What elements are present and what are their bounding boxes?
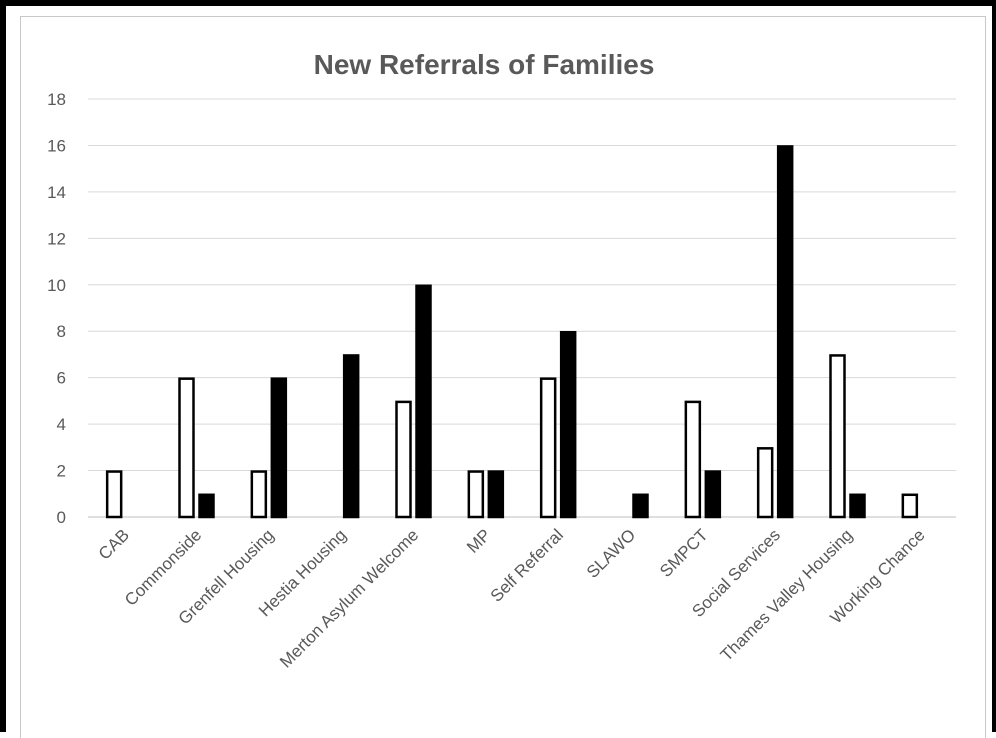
y-axis-ticks: 0 2 4 6 8 10 12 14 16 18 <box>47 90 66 527</box>
y-tick-label: 14 <box>47 183 66 202</box>
x-tick-label: SLAWO <box>583 525 639 581</box>
y-tick-label: 12 <box>47 229 66 248</box>
bar-black-commonside <box>198 493 215 519</box>
chart-area <box>20 16 986 738</box>
bar-black-self-referral <box>559 330 577 519</box>
x-tick-label: Merton Asylum Welcome <box>276 525 422 671</box>
bar-white-working-chance <box>901 493 919 519</box>
bar-white-grenfell-housing <box>250 470 268 519</box>
bar-white-self-referral <box>539 377 557 519</box>
y-tick-label: 8 <box>57 322 66 341</box>
bar-white-mp <box>467 470 485 519</box>
bar-black-mp <box>487 470 505 519</box>
x-tick-label: Self Referral <box>487 525 567 605</box>
x-tick-label: CAB <box>95 525 133 563</box>
bar-white-social-services <box>756 447 774 519</box>
bar-white-smpct <box>684 400 702 519</box>
y-tick-label: 2 <box>57 462 66 481</box>
gridlines <box>88 98 956 518</box>
bar-white-commonside <box>178 377 195 519</box>
y-tick-label: 16 <box>47 136 66 155</box>
bar-black-slawo <box>632 493 649 519</box>
bar-black-merton-asylum-welcome <box>415 284 432 519</box>
bar-black-smpct <box>704 470 722 519</box>
bar-black-social-services <box>776 145 794 519</box>
x-tick-label: SMPCT <box>656 525 712 581</box>
x-tick-label: Thames Valley Housing <box>717 525 856 664</box>
bar-black-thames-valley-housing <box>849 493 866 519</box>
y-tick-label: 10 <box>47 276 66 295</box>
bar-white-cab <box>105 470 123 519</box>
y-tick-label: 4 <box>57 415 66 434</box>
bar-white-thames-valley-housing <box>829 354 846 519</box>
chart-title: New Referrals of Families <box>314 49 655 80</box>
bar-white-merton-asylum-welcome <box>395 400 412 519</box>
x-tick-label: MP <box>463 525 494 556</box>
y-tick-label: 18 <box>47 90 66 109</box>
y-tick-label: 6 <box>57 369 66 388</box>
bars <box>105 145 919 519</box>
bar-black-hestia-housing <box>342 354 360 519</box>
y-tick-label: 0 <box>57 508 66 527</box>
bar-black-grenfell-housing <box>270 377 288 519</box>
